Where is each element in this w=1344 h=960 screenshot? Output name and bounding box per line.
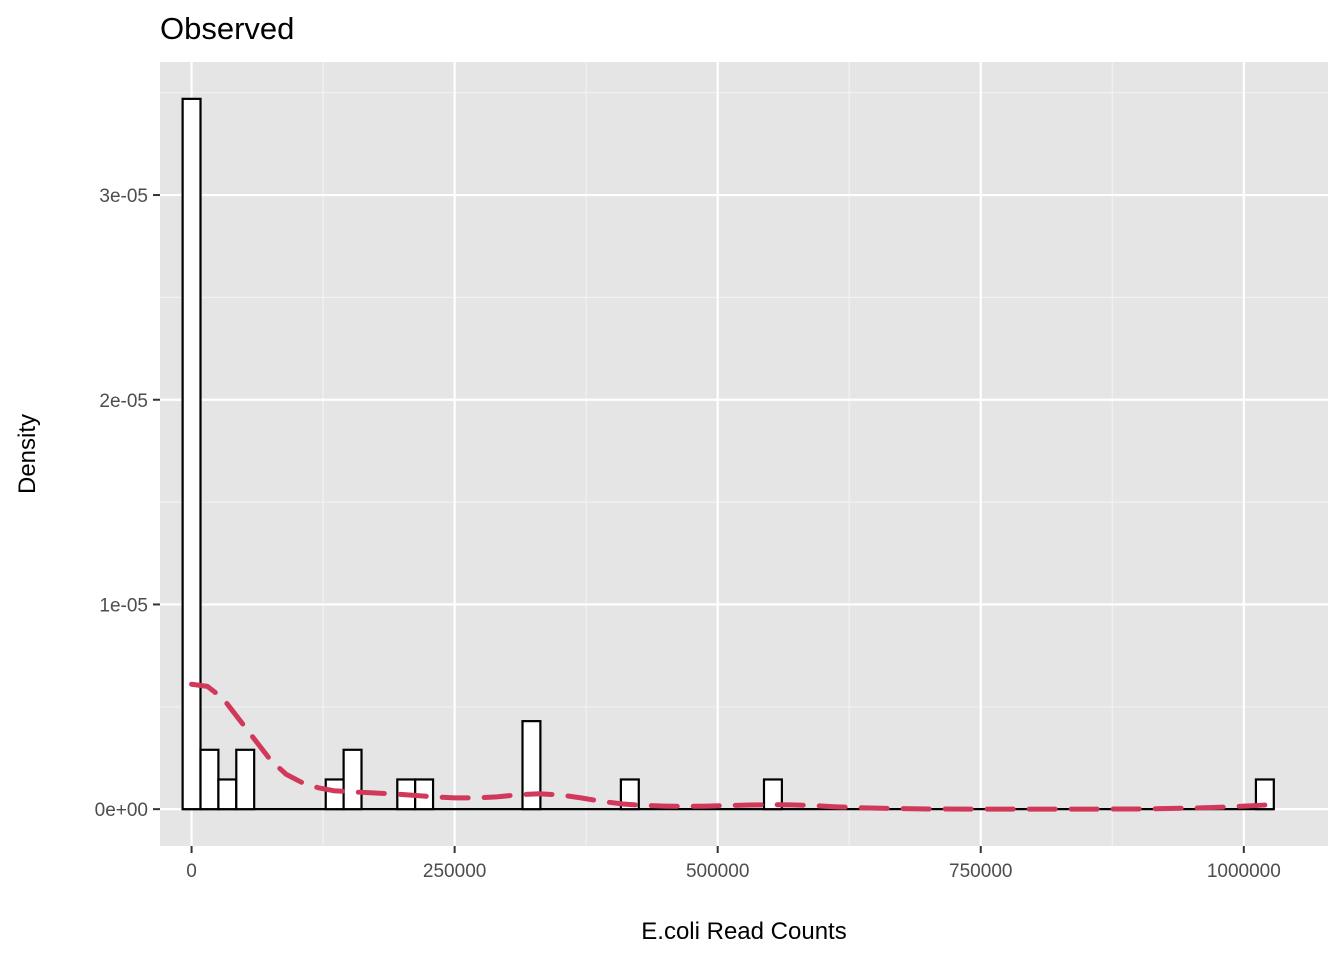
x-tick-label-3: 750000	[949, 861, 1012, 882]
y-axis: 0e+00 1e-05 2e-05 3e-05	[95, 186, 160, 821]
histogram-bar-3	[235, 748, 256, 811]
x-tick-label-0: 0	[186, 861, 197, 882]
plot-title: Observed	[160, 11, 294, 46]
y-tick-label-0: 0e+00	[95, 800, 148, 821]
x-tick-label-4: 1000000	[1207, 861, 1281, 882]
histogram-bar-0	[181, 97, 202, 811]
y-tick-label-2: 2e-05	[99, 391, 148, 412]
histogram-bar-10	[762, 778, 783, 811]
histogram-bars	[181, 97, 1275, 811]
x-axis: 0 250000 500000 750000 1000000	[186, 846, 1281, 882]
y-tick-label-1: 1e-05	[99, 595, 148, 616]
histogram-bar-11	[1254, 778, 1275, 811]
grid-minor	[160, 62, 1328, 846]
histogram-bar-8	[521, 720, 542, 811]
histogram-bar-1	[199, 748, 220, 811]
y-axis-title: Density	[14, 414, 41, 494]
histogram-bar-4	[324, 778, 345, 811]
plot-panel	[160, 62, 1328, 846]
x-axis-title: E.coli Read Counts	[641, 918, 846, 945]
x-tick-label-1: 250000	[423, 861, 486, 882]
x-tick-label-2: 500000	[686, 861, 749, 882]
density-curve	[189, 681, 1268, 812]
y-tick-label-3: 3e-05	[99, 186, 148, 207]
histogram-bar-2	[217, 778, 238, 811]
histogram-bar-5	[342, 748, 363, 811]
density-curve-group	[189, 681, 1268, 812]
